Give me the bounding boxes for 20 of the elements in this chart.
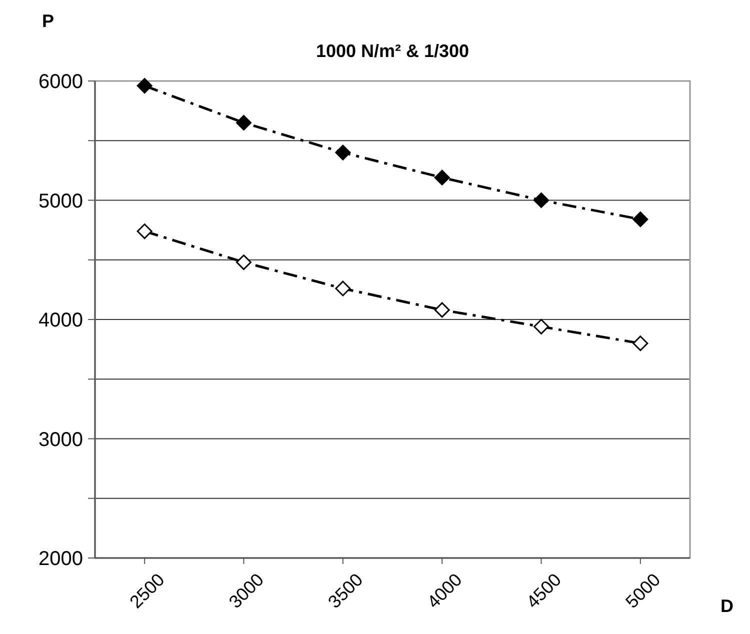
point (434, 170, 450, 186)
y-tick-label: 6000 (38, 71, 83, 93)
chart-title: 1000 N/m² & 1/300 (316, 41, 470, 61)
point (632, 212, 648, 228)
y-axis-title: P (42, 11, 54, 31)
y-tick-label: 3000 (38, 428, 83, 451)
x-axis-title: D (720, 596, 734, 616)
point (335, 280, 351, 296)
point (236, 114, 252, 130)
point (534, 192, 549, 208)
y-tick-label: 4000 (38, 310, 83, 332)
point (136, 78, 152, 94)
point (534, 318, 549, 334)
y-tick-label: 5000 (38, 190, 83, 212)
point (136, 224, 152, 240)
point (236, 254, 252, 270)
point (335, 144, 351, 160)
point (632, 336, 648, 352)
point (434, 302, 450, 318)
y-tick-label: 2000 (38, 548, 83, 570)
